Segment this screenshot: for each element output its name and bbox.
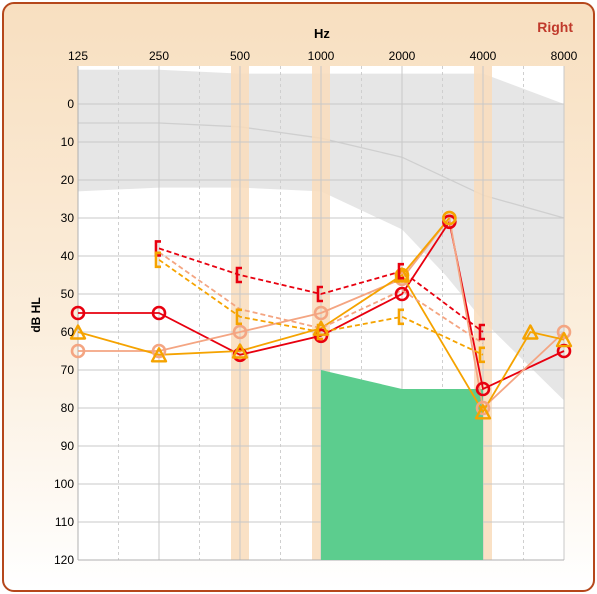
series-line-5 [158,251,484,345]
data-point-s4-p1 [235,266,242,284]
x-tick-label: 8000 [551,49,578,63]
series-line-0 [78,219,565,391]
series-line-4 [158,247,484,333]
data-point-s3-p5 [474,404,492,420]
data-point-s1-p6 [475,400,491,416]
data-point-s0-p1 [151,305,167,321]
data-point-s1-p0 [70,343,86,359]
data-point-s4-p2 [316,285,323,303]
data-point-s6-p3 [397,308,404,326]
y-tick-label: 10 [61,135,75,149]
data-point-s3-p6 [522,324,539,340]
data-point-s3-p2 [231,343,249,359]
y-tick-label: 120 [54,553,74,567]
y-tick-label: 70 [61,363,75,377]
data-point-s1-p3 [313,305,329,321]
x-tick-label: 2000 [389,49,416,63]
data-point-s1-p7 [556,324,572,340]
masking-region [321,370,483,560]
y-tick-label: 40 [61,249,75,263]
data-point-s6-p4 [478,346,485,364]
series-line-3 [77,273,565,414]
data-point-s6-p1 [235,308,242,326]
data-point-s0-p4 [394,286,410,302]
y-tick-label: 50 [61,287,75,301]
data-point-s1-p2 [232,324,248,340]
series-line-6 [158,259,484,356]
data-point-s6-p0 [154,251,161,269]
data-point-s2-p1 [442,210,457,226]
x-tick-label: 4000 [470,49,497,63]
y-tick-label: 110 [55,515,74,529]
data-point-s6-p2 [316,323,323,341]
y-tick-label: 60 [61,325,75,339]
y-tick-label: 0 [67,97,74,111]
audiogram-chart: 125 250 500 1000 2000 4000 8000 0 10 20 30 40 50 60 7… [29,26,578,567]
x-tick-label: 250 [149,49,169,63]
x-tick-label: 125 [68,49,88,63]
y-tick-label: 20 [61,173,75,187]
data-point-s3-p0 [69,324,87,340]
y-tick-label: 30 [61,211,75,225]
data-point-s3-p7 [555,331,573,348]
series-line-1 [78,215,565,410]
series-line-2 [401,217,451,276]
y-tick-label: 100 [54,477,74,491]
data-point-s4-p3 [397,262,404,280]
y-tick-label: 80 [61,401,75,415]
data-point-s0-p6 [475,381,491,397]
data-point-s3-p1 [150,347,168,363]
data-point-s1-p1 [151,343,167,359]
data-point-s0-p0 [70,305,86,321]
x-axis-title: Hz [314,26,330,41]
x-tick-label: 1000 [308,49,335,63]
ear-label: Right [537,19,573,35]
data-point-s4-p0 [154,240,161,257]
y-tick-label: 90 [61,439,75,453]
data-point-s4-p4 [478,323,485,341]
x-tick-label: 500 [230,49,250,63]
y-axis-title: dB HL [29,297,43,332]
